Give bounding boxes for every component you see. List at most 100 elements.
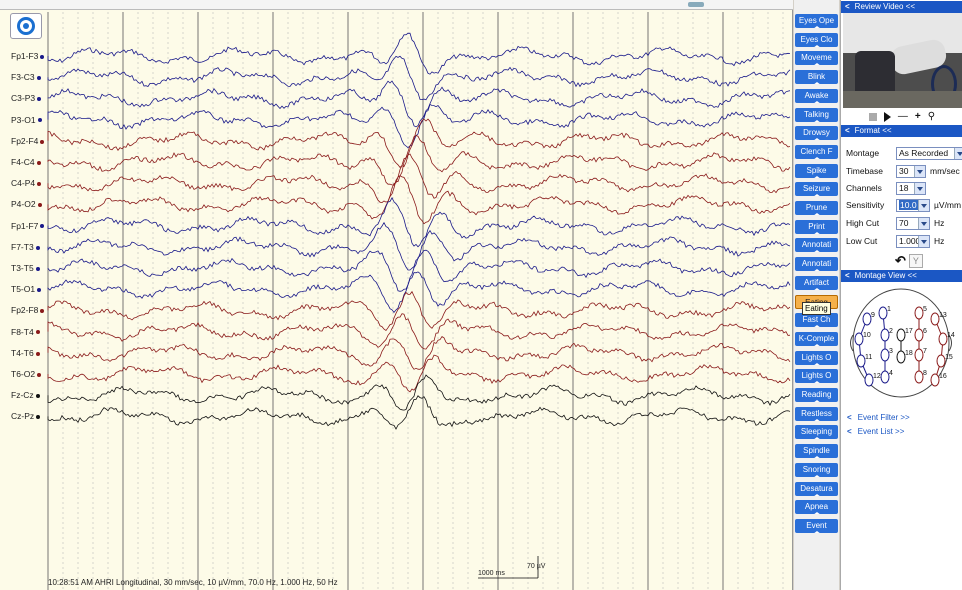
time-scrollbar[interactable] (0, 0, 793, 10)
event-button[interactable]: Spike (795, 163, 838, 178)
electrode-node[interactable]: 6 (914, 328, 927, 342)
event-button[interactable]: Sleeping (795, 425, 838, 440)
event-button[interactable]: Spindle (795, 444, 838, 459)
eeg-trace (47, 335, 791, 370)
electrode-node[interactable]: 2 (880, 328, 893, 342)
timebase-row: Timebase 30 mm/sec (846, 164, 960, 178)
undo-icon[interactable]: ↶ (895, 253, 906, 268)
plus-icon[interactable]: + (914, 110, 921, 122)
event-button[interactable]: Awake (795, 88, 838, 103)
electrode-node[interactable]: 18 (896, 350, 913, 364)
electrode-node[interactable]: 12 (864, 373, 881, 387)
format-header[interactable]: < Format << (841, 125, 962, 137)
event-button[interactable]: Talking (795, 107, 838, 122)
event-button[interactable]: Lights O (795, 369, 838, 384)
electrode-node[interactable]: 11 (856, 354, 872, 368)
electrode-node[interactable]: 15 (936, 354, 953, 368)
minus-icon[interactable]: — (897, 110, 908, 122)
montage-view-header[interactable]: < Montage View << (841, 270, 962, 282)
event-button[interactable]: Annotati (795, 238, 838, 253)
timebase-select[interactable]: 30 (896, 164, 926, 178)
electrode-node[interactable]: 10 (854, 332, 871, 346)
eye-view-button[interactable] (10, 13, 42, 39)
event-button[interactable]: Restless (795, 406, 838, 421)
electrode-node[interactable]: 1 (878, 306, 891, 320)
svg-text:5: 5 (923, 306, 927, 313)
eeg-trace (47, 103, 791, 149)
electrode-node[interactable]: 9 (862, 312, 875, 326)
filter-icon[interactable]: Y (908, 254, 923, 268)
channel-label[interactable]: P3-O1 (11, 115, 42, 125)
sensitivity-row: Sensitivity 10.0 µV/mm (846, 198, 962, 212)
channel-label[interactable]: Fp1-F7 (11, 221, 45, 231)
electrode-node[interactable]: 7 (914, 348, 927, 362)
event-button[interactable]: Desatura (795, 481, 838, 496)
electrode-node[interactable]: 13 (930, 312, 947, 326)
event-button[interactable]: Drowsy (795, 126, 838, 141)
channel-label[interactable]: F7-T3 (11, 242, 40, 252)
channel-label[interactable]: C3-P3 (11, 93, 42, 103)
eeg-waveform-area[interactable]: Fp1-F3 F3-C3 C3-P3 P3-O1 Fp2-F4 F4-C4 C4-P4 P4-… (0, 0, 793, 590)
event-button[interactable]: Snoring (795, 462, 838, 477)
electrode-node[interactable]: 3 (880, 348, 893, 362)
channel-label[interactable]: Cz-Pz (11, 411, 41, 421)
channel-label[interactable]: Fp2-F8 (11, 305, 45, 315)
time-scrollbar-thumb[interactable] (688, 2, 704, 7)
low-cut-select[interactable]: 1.000 (896, 234, 930, 248)
event-filter-link[interactable]: < Event Filter >> (847, 413, 910, 422)
event-button[interactable]: Reading (795, 388, 838, 402)
high-cut-select[interactable]: 70 (896, 216, 930, 230)
eeg-trace (47, 249, 791, 292)
event-button[interactable]: Apnea (795, 500, 838, 515)
magnify-icon[interactable]: ⚲ (927, 110, 936, 122)
channel-label[interactable]: Fp1-F3 (11, 51, 45, 61)
electrode-node[interactable]: 14 (938, 332, 955, 346)
eeg-trace (47, 290, 791, 332)
event-button[interactable]: Blink (795, 70, 838, 85)
play-icon[interactable] (883, 111, 891, 122)
event-button[interactable]: Moveme (795, 51, 838, 66)
montage-select[interactable]: As Recorded (896, 146, 962, 160)
review-video-header[interactable]: < Review Video << (841, 1, 962, 13)
event-list-link[interactable]: < Event List >> (847, 427, 905, 436)
electrode-node[interactable]: 17 (896, 328, 913, 342)
scale-bar (478, 556, 539, 579)
electrode-node[interactable]: 16 (930, 373, 947, 387)
electrode-node[interactable]: 4 (880, 370, 893, 384)
event-button[interactable]: Artifact (795, 275, 838, 290)
channel-label[interactable]: F3-C3 (11, 72, 41, 82)
svg-text:1: 1 (887, 306, 891, 313)
electrode-node[interactable]: 8 (914, 370, 927, 384)
event-button[interactable]: Print (795, 219, 838, 234)
channel-label[interactable]: T4-T6 (11, 348, 40, 358)
event-button[interactable]: Annotati (795, 257, 838, 272)
svg-text:12: 12 (873, 373, 881, 380)
event-button[interactable]: Seizure (795, 182, 838, 197)
event-button[interactable]: Event (795, 518, 838, 533)
event-button[interactable]: Prune (795, 201, 838, 215)
event-button[interactable]: Lights O (795, 350, 838, 365)
sensitivity-select[interactable]: 10.0 (896, 198, 930, 212)
channel-label[interactable]: F8-T4 (11, 327, 40, 337)
patient-video[interactable] (843, 13, 962, 108)
stop-icon[interactable] (868, 112, 877, 121)
channel-label[interactable]: P4-O2 (11, 199, 42, 209)
chevron-left-icon: < (845, 2, 850, 11)
channel-label[interactable]: F4-C4 (11, 157, 41, 167)
event-button[interactable]: Eyes Clo (795, 32, 838, 47)
channel-label[interactable]: C4-P4 (11, 178, 42, 188)
event-button[interactable]: Eyes Ope (795, 14, 838, 28)
event-button[interactable]: Clench F (795, 144, 838, 159)
electrode-node[interactable]: 5 (914, 306, 927, 320)
time-scale-label: 1000 ms (478, 570, 505, 577)
channel-label[interactable]: T6-O2 (11, 369, 42, 379)
channel-label[interactable]: Fz-Cz (11, 390, 40, 400)
event-button[interactable]: Fast Ch (795, 313, 838, 328)
channels-select[interactable]: 18 (896, 181, 926, 195)
channel-label[interactable]: T5-O1 (11, 284, 42, 294)
event-button[interactable]: K-Comple (795, 331, 838, 346)
video-controls: — + ⚲ (841, 109, 962, 124)
channel-label[interactable]: T3-T5 (11, 263, 40, 273)
channel-label[interactable]: Fp2-F4 (11, 136, 45, 146)
